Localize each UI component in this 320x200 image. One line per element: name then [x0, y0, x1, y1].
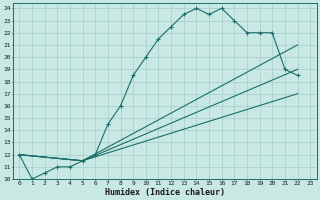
X-axis label: Humidex (Indice chaleur): Humidex (Indice chaleur): [105, 188, 225, 197]
